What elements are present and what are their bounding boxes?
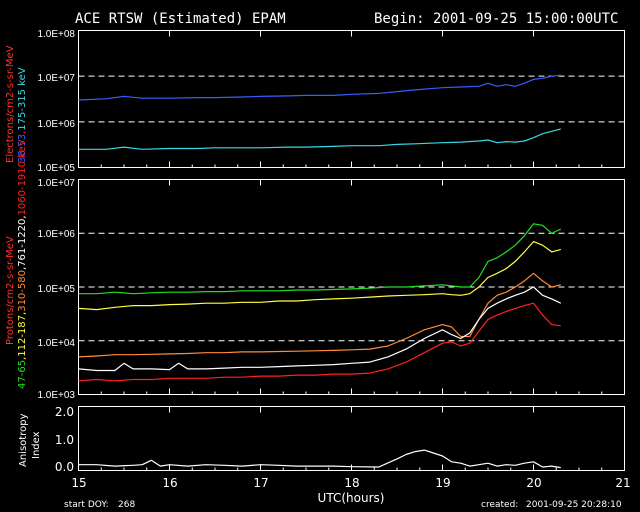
x-tick-label: 21 — [615, 476, 630, 490]
begin-timestamp: Begin: 2001-09-25 15:00:00UTC — [374, 11, 618, 27]
protons-channel-1: 47-65 — [17, 360, 28, 389]
anisotropy-ytick-label: 2.0 — [55, 405, 74, 419]
anisotropy-ytick-label: 1.0 — [55, 433, 74, 447]
protons-series-line-2 — [78, 241, 561, 311]
electrons-ylabel-channels: 38-53,175-315 keV — [17, 67, 28, 163]
anisotropy-series-line-1 — [78, 449, 561, 469]
protons-channel-3: 310-580 — [17, 270, 28, 312]
protons-channel-4: ,761-1220, — [17, 215, 28, 270]
protons-channel-2: ,112-187, — [17, 312, 28, 360]
x-tick-label: 17 — [253, 476, 268, 490]
protons-series-line-1 — [78, 223, 562, 295]
anisotropy-panel-frame — [78, 406, 625, 471]
protons-ytick-label: 1.0E+04 — [37, 338, 75, 349]
electrons-ytick-label: 1.0E+06 — [37, 119, 75, 130]
protons-ytick-label: 1.0E+06 — [37, 229, 75, 240]
chart-marks — [78, 30, 625, 471]
x-tick-label: 18 — [344, 476, 359, 490]
protons-ylabel-channels: 47-65,112-187,310-580,761-1220,1060-1910… — [17, 139, 28, 389]
anisotropy-ylabel-line1: Anisotropy — [18, 413, 29, 467]
created-value: 2001-09-25 20:28:10 — [526, 500, 622, 510]
protons-ylabel-prefix: Protons/cm2-s-sr-MeV — [5, 236, 16, 345]
electrons-channel-sep: , — [17, 131, 28, 134]
x-tick-label: 16 — [162, 476, 177, 490]
protons-ytick-label: 1.0E+05 — [37, 284, 75, 295]
anisotropy-ytick-label: 0.0 — [55, 460, 74, 474]
electrons-ytick-label: 1.0E+05 — [37, 163, 75, 174]
electrons-panel-frame — [78, 30, 625, 168]
start-doy-value: 268 — [118, 500, 135, 510]
electrons-channel-2: 175-315 keV — [17, 67, 28, 131]
x-tick-label: 19 — [435, 476, 450, 490]
protons-series-line-5 — [78, 302, 561, 382]
electrons-series-line-1 — [78, 74, 561, 101]
start-doy-label: start DOY: — [64, 500, 109, 510]
protons-series-line-3 — [78, 272, 561, 358]
protons-series-line-4 — [78, 286, 562, 372]
x-axis-label: UTC(hours) — [318, 491, 385, 505]
protons-ytick-label: 1.0E+03 — [37, 390, 75, 401]
protons-channel-5: 1060-1910 keV — [17, 139, 28, 215]
created-label: created: — [481, 500, 518, 510]
electrons-ytick-label: 1.0E+07 — [37, 73, 75, 84]
electrons-series-line-2 — [78, 128, 561, 150]
anisotropy-ylabel-line2: Index — [31, 431, 42, 459]
electrons-ylabel-prefix: Electrons/cm2-s-sr-MeV — [5, 45, 16, 163]
chart-title: ACE RTSW (Estimated) EPAM — [75, 11, 286, 27]
protons-ytick-label: 1.0E+07 — [37, 178, 75, 189]
electrons-ytick-label: 1.0E+08 — [37, 29, 75, 40]
x-tick-label: 20 — [526, 476, 541, 490]
x-tick-label: 15 — [71, 476, 86, 490]
electrons-channel-1: 38-53 — [17, 134, 28, 163]
